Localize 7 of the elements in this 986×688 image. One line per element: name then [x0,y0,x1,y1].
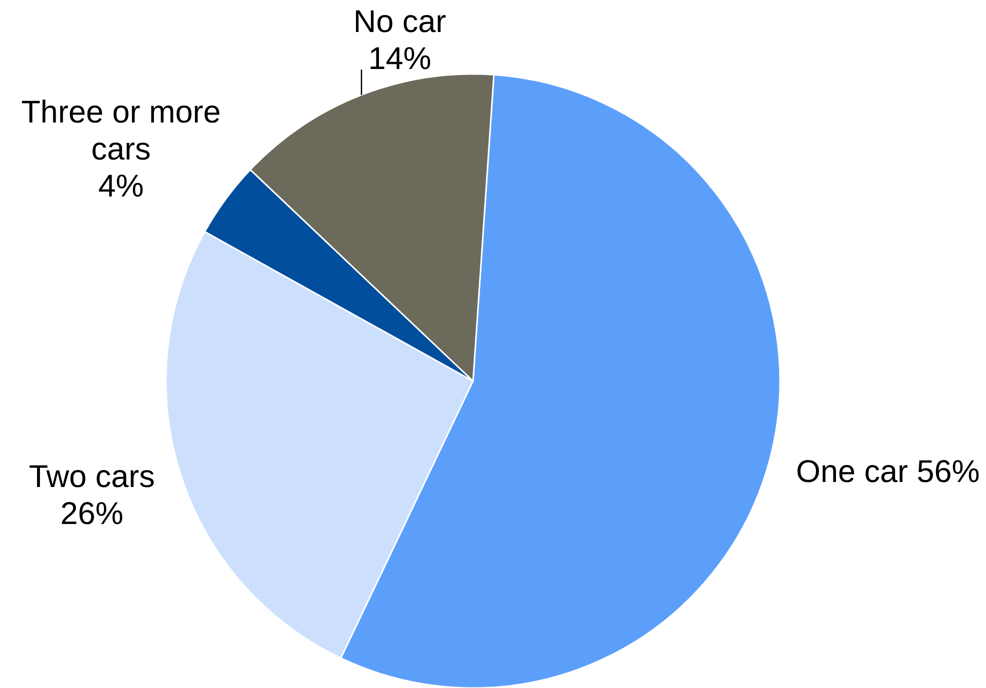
slice-label: Three or more cars [21,94,221,167]
data-label: 14% [368,40,432,76]
slice-label: No car [353,3,446,40]
data-label: 26% [60,495,124,532]
data-label: 4% [98,168,144,204]
slice-label: Two cars [28,458,155,494]
slice-label: One car 56% [796,453,980,490]
